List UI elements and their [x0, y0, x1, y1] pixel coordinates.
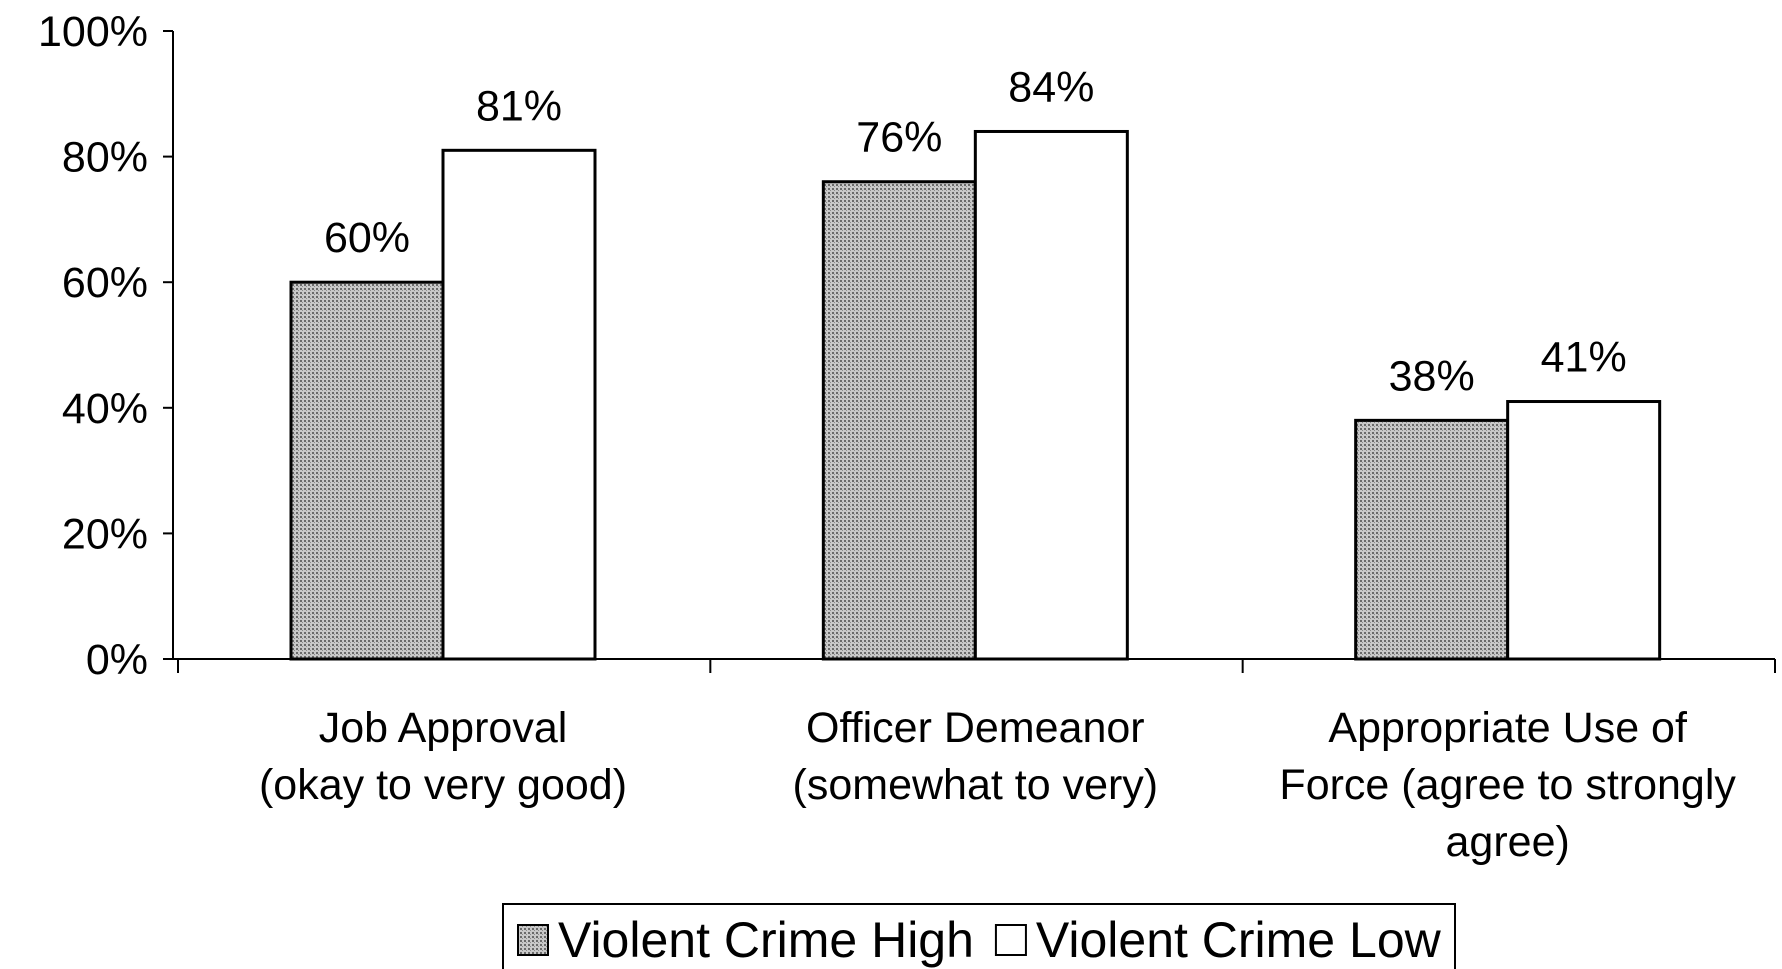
legend: Violent Crime High Violent Crime Low	[502, 903, 1456, 969]
value-label: 38%	[1389, 352, 1475, 400]
x-tick-label-line: Officer Demeanor	[806, 704, 1145, 752]
x-tick-label-line: (somewhat to very)	[793, 761, 1159, 809]
x-tick-label-line: (okay to very good)	[259, 761, 627, 809]
y-tick-label: 80%	[62, 134, 148, 182]
x-tick-label: Job Approval (okay to very good)	[259, 704, 627, 809]
x-tick-label-line: Appropriate Use of	[1328, 704, 1688, 752]
y-tick-label: 100%	[38, 8, 148, 56]
x-tick-label: Appropriate Use of Force (agree to strong…	[1279, 704, 1736, 866]
bar	[1506, 400, 1662, 661]
y-tick-label: 0%	[86, 636, 148, 684]
bar	[821, 180, 977, 661]
value-label: 60%	[324, 214, 410, 262]
x-tick-label-line: Force (agree to strongly	[1279, 761, 1736, 809]
bar	[441, 148, 597, 661]
legend-box	[502, 903, 1456, 969]
value-label: 76%	[856, 114, 942, 162]
y-tick-label: 40%	[62, 385, 148, 433]
y-tick-label: 60%	[62, 259, 148, 307]
bar	[289, 280, 445, 661]
x-tick-label: Officer Demeanor (somewhat to very)	[793, 704, 1159, 809]
legend-label: Violent Crime High	[558, 912, 974, 968]
x-tick-label-line: agree)	[1446, 818, 1570, 866]
value-label: 41%	[1541, 334, 1627, 382]
value-label: 81%	[476, 82, 562, 130]
legend-swatch	[517, 924, 549, 956]
legend-swatch	[994, 924, 1027, 956]
value-label: 84%	[1008, 63, 1094, 111]
bar	[973, 129, 1129, 661]
y-tick-label: 20%	[62, 510, 148, 558]
legend-label: Violent Crime Low	[1036, 912, 1442, 968]
bar	[1354, 418, 1510, 661]
x-tick-label-line: Job Approval	[319, 704, 568, 752]
